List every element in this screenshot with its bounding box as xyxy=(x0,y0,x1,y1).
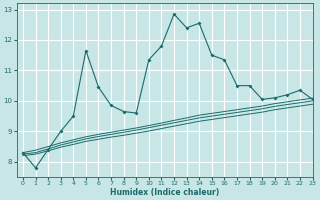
X-axis label: Humidex (Indice chaleur): Humidex (Indice chaleur) xyxy=(110,188,219,197)
